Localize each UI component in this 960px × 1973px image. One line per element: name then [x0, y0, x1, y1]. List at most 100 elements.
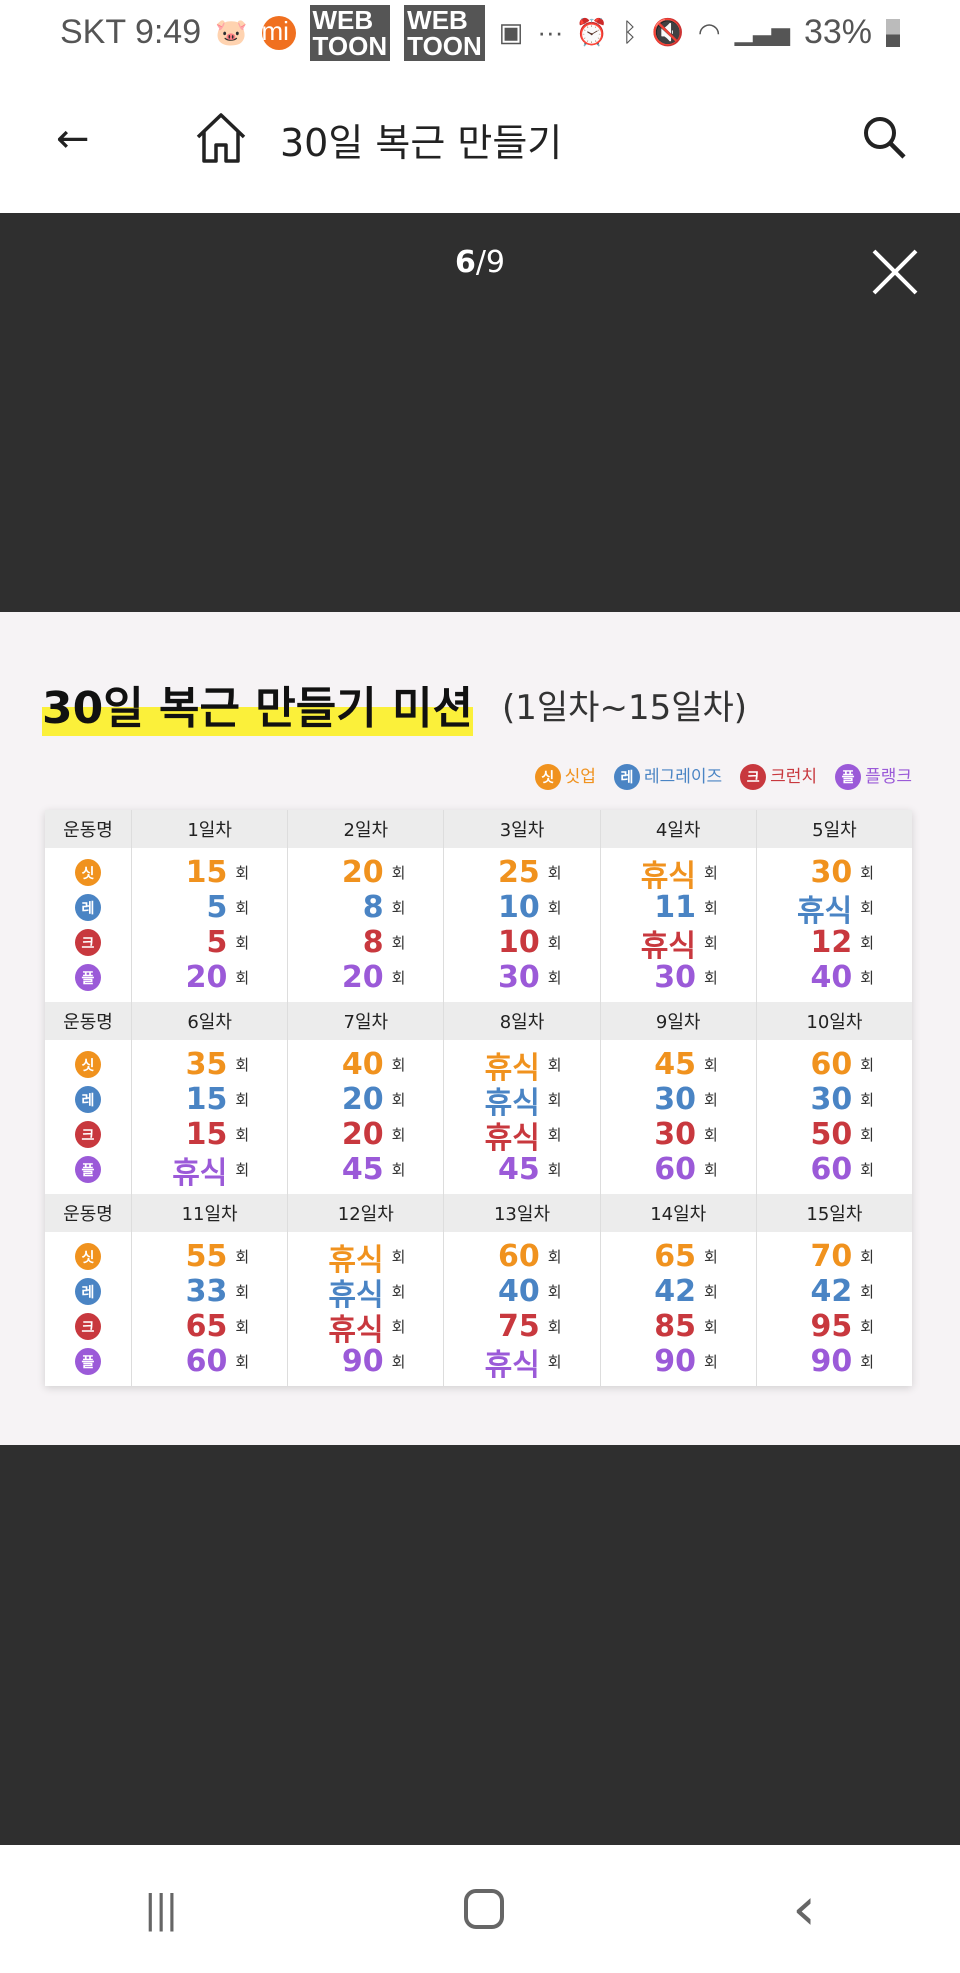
rep-value: 30	[810, 1082, 853, 1117]
rep-cell: 10 회	[444, 890, 599, 925]
rep-value: 40	[810, 960, 853, 995]
day-header: 2일차	[288, 810, 445, 848]
mission-table: 운동명 1일차 2일차 3일차 4일차 5일차 싯 레 크 플 15 회 5 회 5 회 20 회 20 회 8 회 8 회 2…	[45, 810, 912, 1386]
rep-value: 30	[654, 1082, 696, 1117]
rep-unit: 회	[860, 1283, 875, 1301]
rep-value: 30	[654, 960, 696, 995]
rep-value: 12	[810, 925, 853, 960]
rep-unit: 회	[391, 1091, 406, 1109]
day-column: 60 회 40 회 75 회 휴식 회	[444, 1232, 601, 1386]
rep-cell: 15 회	[132, 855, 287, 890]
rep-value: 45	[654, 1047, 696, 1082]
rep-unit: 회	[704, 1091, 718, 1109]
home-button[interactable]	[464, 1889, 505, 1929]
back-arrow-icon[interactable]: ←	[56, 116, 90, 162]
rep-unit: 회	[547, 899, 562, 917]
rep-cell: 30 회	[601, 960, 756, 995]
day-column: 40 회 20 회 20 회 45 회	[288, 1040, 445, 1194]
mission-image[interactable]: 30일 복근 만들기 미션 (1일차~15일차) 싯 싯업 레 레그레이즈 크 크런치 플 플…	[0, 612, 960, 1445]
rep-value: 42	[810, 1274, 853, 1309]
rep-cell: 20 회	[132, 960, 287, 995]
rep-unit: 회	[235, 1353, 250, 1371]
page-title: 30일 복근 만들기	[280, 120, 563, 165]
rep-cell: 휴식 회	[288, 1239, 443, 1278]
table-body-row: 싯 레 크 플 15 회 5 회 5 회 20 회 20 회 8 회 8 회 20 회 25 회 10 회 10 회 30 회 휴식 회 1…	[45, 848, 912, 1002]
rep-unit: 회	[235, 1091, 250, 1109]
table-body-row: 싯 레 크 플 55 회 33 회 65 회 60 회 휴식 회 휴식 회 휴식 회 90 회 60 회 40 회 75 회 휴식 회…	[45, 1232, 912, 1386]
rep-unit: 회	[704, 1353, 718, 1371]
rep-unit: 회	[235, 1056, 250, 1074]
rep-cell: 휴식 회	[601, 925, 756, 964]
rep-unit: 회	[235, 1283, 250, 1301]
rep-cell: 30 회	[757, 1082, 912, 1117]
rep-cell: 60 회	[757, 1047, 912, 1082]
rep-value: 휴식	[328, 1242, 384, 1278]
rep-cell: 25 회	[444, 855, 599, 890]
rep-value: 5	[206, 890, 228, 925]
rep-value: 40	[341, 1047, 384, 1082]
rep-cell: 15 회	[132, 1082, 287, 1117]
rep-unit: 회	[391, 969, 406, 987]
search-icon[interactable]	[860, 113, 908, 161]
rep-unit: 회	[235, 1248, 250, 1266]
rep-value: 11	[654, 890, 696, 925]
rep-value: 90	[810, 1344, 853, 1379]
rep-value: 45	[498, 1152, 540, 1187]
exercise-badge: 레	[75, 1086, 101, 1113]
rep-unit: 회	[704, 1283, 718, 1301]
rep-value: 15	[185, 1082, 228, 1117]
close-icon[interactable]	[870, 247, 920, 297]
rep-cell: 20 회	[288, 1117, 443, 1152]
day-column: 휴식 회 휴식 회 휴식 회 90 회	[288, 1232, 445, 1386]
exercise-badge: 크	[75, 929, 101, 956]
back-button[interactable]: ‹	[792, 1874, 817, 1944]
signal-icon: ▁▃▅	[734, 19, 790, 46]
rep-value: 30	[654, 1117, 696, 1152]
rep-value: 5	[206, 925, 228, 960]
rep-cell: 30 회	[444, 960, 599, 995]
day-column: 30 회 휴식 회 12 회 40 회	[757, 848, 912, 1002]
rep-value: 휴식	[484, 1347, 540, 1383]
day-column: 35 회 15 회 15 회 휴식 회	[132, 1040, 289, 1194]
rep-unit: 회	[704, 969, 718, 987]
rep-value: 20	[341, 1082, 384, 1117]
day-column: 60 회 30 회 50 회 60 회	[757, 1040, 912, 1194]
rep-value: 90	[341, 1344, 384, 1379]
rep-unit: 회	[391, 934, 406, 952]
rep-cell: 55 회	[132, 1239, 287, 1274]
home-icon[interactable]	[192, 109, 250, 167]
rep-cell: 12 회	[757, 925, 912, 960]
legend-label: 크런치	[770, 767, 818, 787]
wifi-icon: ◠	[697, 17, 721, 47]
rep-unit: 회	[860, 864, 875, 882]
rep-cell: 휴식 회	[288, 1309, 443, 1348]
day-header: 9일차	[601, 1002, 757, 1040]
mi-app-icon: mi	[261, 15, 296, 50]
rep-unit: 회	[547, 1353, 562, 1371]
rep-cell: 휴식 회	[444, 1344, 599, 1383]
rep-unit: 회	[547, 1283, 562, 1301]
rep-value: 휴식	[797, 893, 853, 929]
rep-unit: 회	[860, 1091, 875, 1109]
rep-cell: 90 회	[757, 1344, 912, 1379]
rep-cell: 90 회	[601, 1344, 756, 1379]
rep-unit: 회	[391, 864, 406, 882]
rep-cell: 휴식 회	[132, 1152, 287, 1191]
rep-value: 10	[498, 890, 540, 925]
rep-unit: 회	[860, 1056, 875, 1074]
rep-value: 20	[341, 1117, 384, 1152]
rep-value: 15	[185, 1117, 228, 1152]
rep-unit: 회	[235, 1161, 250, 1179]
rep-value: 50	[810, 1117, 853, 1152]
rep-cell: 60 회	[444, 1239, 599, 1274]
rep-value: 20	[185, 960, 228, 995]
day-column: 휴식 회 11 회 휴식 회 30 회	[601, 848, 757, 1002]
day-header: 4일차	[601, 810, 757, 848]
rep-value: 55	[185, 1239, 228, 1274]
recent-apps-button[interactable]: |||	[143, 1887, 178, 1931]
rep-unit: 회	[235, 934, 250, 952]
rep-cell: 60 회	[601, 1152, 756, 1187]
